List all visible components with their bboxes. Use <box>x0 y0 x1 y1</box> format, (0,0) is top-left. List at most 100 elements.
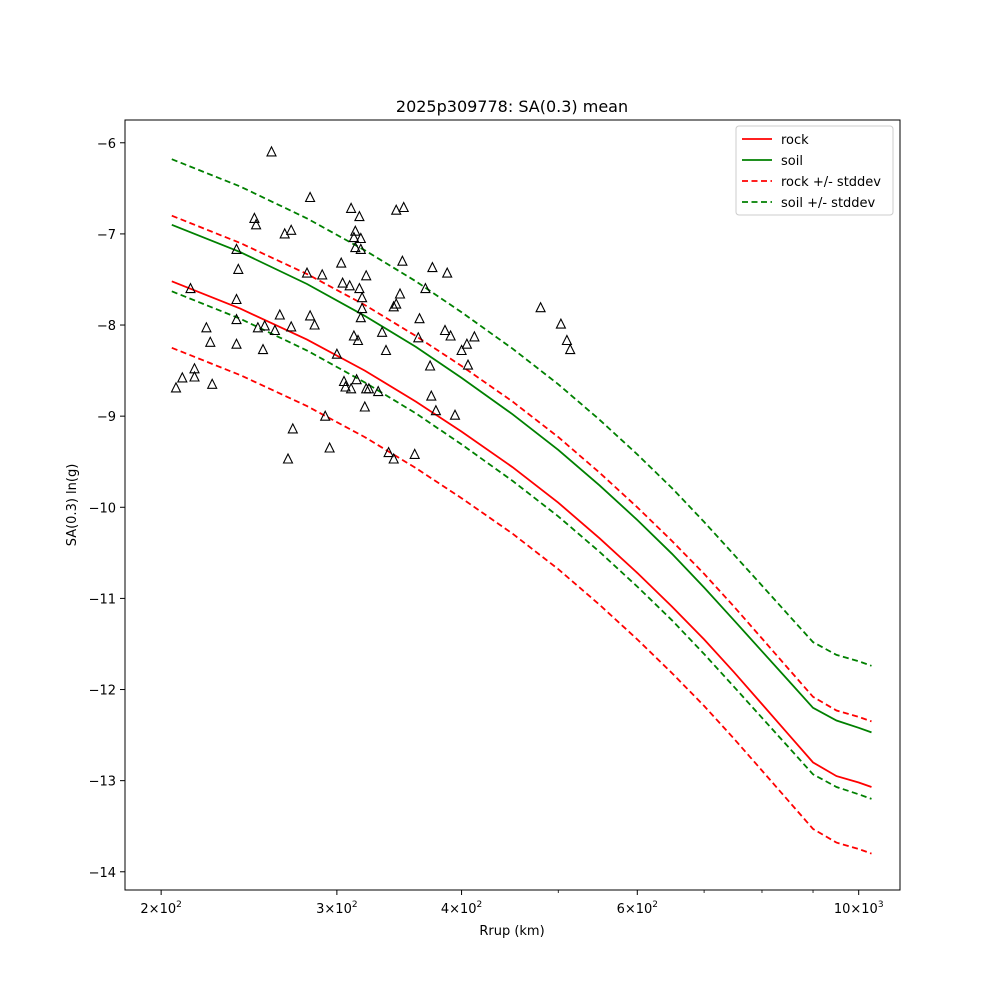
observation-point <box>363 382 375 394</box>
observation-point <box>257 343 269 355</box>
x-axis: 2×102 3×102 4×102 6×102 10×103 <box>140 890 884 917</box>
observation-point <box>390 203 402 215</box>
observation-point <box>231 293 242 305</box>
observation-point <box>250 218 262 230</box>
y-axis-label: SA(0.3) ln(g) <box>65 464 80 547</box>
x-tick-label: 6×102 <box>617 900 658 917</box>
observation-point <box>231 243 242 254</box>
observation-point <box>316 268 328 280</box>
observation-point <box>335 256 347 268</box>
observation-point <box>424 359 436 371</box>
observation-point <box>390 297 402 309</box>
observation-point <box>469 330 480 342</box>
x-tick-label: 3×102 <box>316 900 357 917</box>
chart-title: 2025p309778: SA(0.3) mean <box>396 97 628 116</box>
y-tick-label: −6 <box>97 137 116 152</box>
observation-point <box>427 261 438 273</box>
observation-point <box>269 324 281 336</box>
observation-point <box>348 329 360 341</box>
observation-point <box>345 382 357 394</box>
observation-point <box>324 441 335 453</box>
observation-point <box>412 331 424 343</box>
x-tick-label: 10×103 <box>834 900 884 917</box>
observation-point <box>445 329 456 341</box>
observation-point <box>555 317 567 329</box>
observation-point <box>201 321 212 333</box>
observation-point <box>340 380 351 392</box>
legend-label: soil <box>781 154 803 169</box>
observation-point <box>456 344 467 356</box>
series-line-4 <box>171 158 872 667</box>
observation-point <box>383 446 394 458</box>
series-line-5 <box>171 290 872 800</box>
observation-point <box>232 263 244 274</box>
observation-point <box>355 232 367 244</box>
observation-point <box>354 282 365 294</box>
observation-point <box>441 266 453 278</box>
observation-point <box>439 324 451 336</box>
y-tick-label: −7 <box>97 228 116 243</box>
observation-point <box>345 202 357 213</box>
y-tick-label: −9 <box>97 410 116 425</box>
observation-point <box>348 231 360 243</box>
observation-point <box>535 301 546 313</box>
observation-point <box>388 452 400 464</box>
series-line-1 <box>171 223 872 734</box>
y-tick-label: −13 <box>89 775 116 790</box>
observation-point <box>231 313 242 325</box>
legend-label: soil +/- stddev <box>781 196 876 211</box>
series-line-2 <box>171 214 872 723</box>
y-tick-label: −8 <box>97 319 116 334</box>
observation-point <box>462 358 474 370</box>
x-tick-label: 4×102 <box>441 900 482 917</box>
observation-point <box>304 191 316 203</box>
observation-point <box>356 291 368 303</box>
series-line-3 <box>171 346 872 855</box>
plot-frame <box>124 119 901 891</box>
observation-point <box>287 422 299 434</box>
observation-point <box>564 343 576 355</box>
observation-point <box>372 385 384 397</box>
observation-point <box>351 373 362 385</box>
observation-point <box>349 224 361 236</box>
observation-point <box>309 318 320 330</box>
observation-point <box>331 347 343 359</box>
legend-box <box>735 125 894 216</box>
observation-point <box>252 321 264 333</box>
observation-point <box>380 344 392 356</box>
plot-area <box>124 119 901 891</box>
y-tick-label: −10 <box>89 501 116 516</box>
y-axis: −6 −7 −8 −9 −10 −11 −12 −13 −14 <box>89 137 125 881</box>
observation-point <box>397 254 408 266</box>
observation-point <box>360 269 372 281</box>
observation-point <box>561 334 573 346</box>
observation-point <box>344 279 356 291</box>
observation-point <box>354 210 365 222</box>
observation-point <box>259 319 271 331</box>
observation-point <box>337 276 348 288</box>
observation-point <box>414 312 425 324</box>
observation-point <box>231 337 242 349</box>
observation-point <box>398 201 410 213</box>
observation-point <box>301 266 313 278</box>
series-layer <box>171 158 872 855</box>
x-tick-label: 2×102 <box>140 900 181 917</box>
observation-point <box>359 400 371 412</box>
observation-point <box>266 145 277 157</box>
observation-point <box>461 337 473 349</box>
y-tick-label: −12 <box>89 684 116 699</box>
observation-point <box>274 308 286 320</box>
legend-label: rock +/- stddev <box>781 175 881 190</box>
observation-point <box>285 224 297 235</box>
observation-point <box>349 241 361 253</box>
x-axis-label: Rrup (km) <box>479 924 544 939</box>
observation-point <box>376 326 388 337</box>
observation-point <box>409 448 421 459</box>
observation-point <box>352 334 364 346</box>
y-tick-label: −11 <box>89 592 116 607</box>
observation-point <box>206 378 218 389</box>
y-tick-label: −14 <box>89 866 116 881</box>
observation-point <box>420 282 431 294</box>
observation-point <box>430 404 442 416</box>
